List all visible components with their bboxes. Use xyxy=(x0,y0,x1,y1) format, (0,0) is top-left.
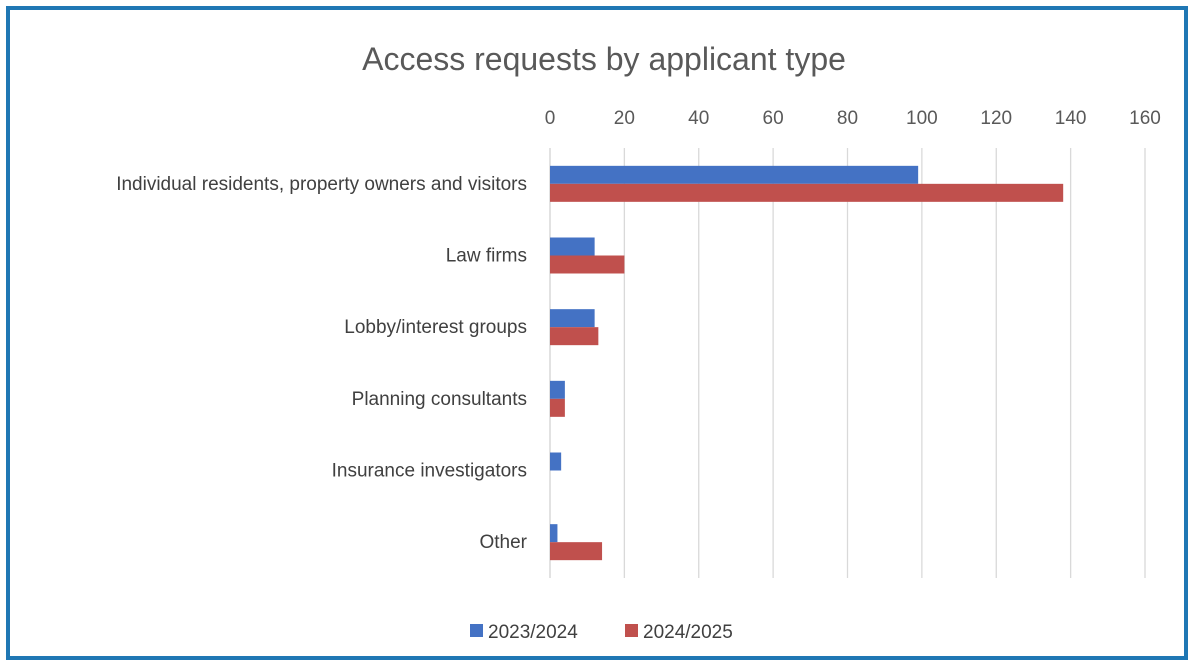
legend-swatch xyxy=(470,624,483,637)
x-tick-label: 160 xyxy=(1129,108,1161,129)
legend-label: 2023/2024 xyxy=(488,622,578,643)
bar-2024-2025 xyxy=(550,327,599,346)
x-tick-label: 80 xyxy=(837,108,858,129)
x-tick-label: 20 xyxy=(614,108,635,129)
bar-2023-2024 xyxy=(550,165,919,184)
bar-2023-2024 xyxy=(550,237,595,256)
x-tick-label: 60 xyxy=(763,108,784,129)
gridlines xyxy=(549,148,1146,578)
bar-2024-2025 xyxy=(550,542,603,561)
category-label: Lobby/interest groups xyxy=(344,317,527,338)
bars xyxy=(550,165,1064,561)
bar-2023-2024 xyxy=(550,380,565,399)
bar-2024-2025 xyxy=(550,255,625,274)
legend-label: 2024/2025 xyxy=(643,622,733,643)
category-label: Individual residents, property owners an… xyxy=(116,174,527,195)
bar-2023-2024 xyxy=(550,452,562,471)
x-tick-label: 100 xyxy=(906,108,938,129)
category-label: Insurance investigators xyxy=(332,461,527,482)
legend: 2023/2024 2024/2025 xyxy=(470,622,733,643)
bar-2023-2024 xyxy=(550,524,558,543)
bar-2024-2025 xyxy=(550,183,1064,202)
x-tick-label: 140 xyxy=(1055,108,1087,129)
category-label: Law firms xyxy=(446,246,527,267)
category-label: Other xyxy=(479,532,527,553)
legend-swatch xyxy=(625,624,638,637)
x-tick-label: 40 xyxy=(688,108,709,129)
x-tick-label: 0 xyxy=(545,108,556,129)
category-labels: Individual residents, property owners an… xyxy=(116,174,527,553)
chart-title: Access requests by applicant type xyxy=(362,41,846,77)
bar-2024-2025 xyxy=(550,398,565,417)
x-tick-label: 120 xyxy=(980,108,1012,129)
bar-2023-2024 xyxy=(550,309,595,328)
x-axis-ticks: 0 20 40 60 80 100 120 140 160 xyxy=(545,108,1161,129)
category-label: Planning consultants xyxy=(352,389,527,410)
